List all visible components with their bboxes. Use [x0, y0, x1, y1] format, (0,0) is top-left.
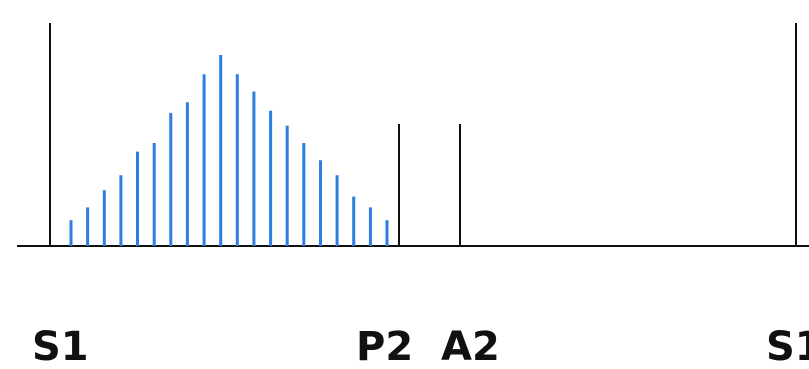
s1-right-label: S1	[766, 324, 809, 369]
p2-label: P2	[356, 324, 413, 369]
s1-left-label: S1	[32, 324, 89, 369]
murmur-bars	[69, 55, 389, 246]
a2-label: A2	[441, 324, 500, 369]
